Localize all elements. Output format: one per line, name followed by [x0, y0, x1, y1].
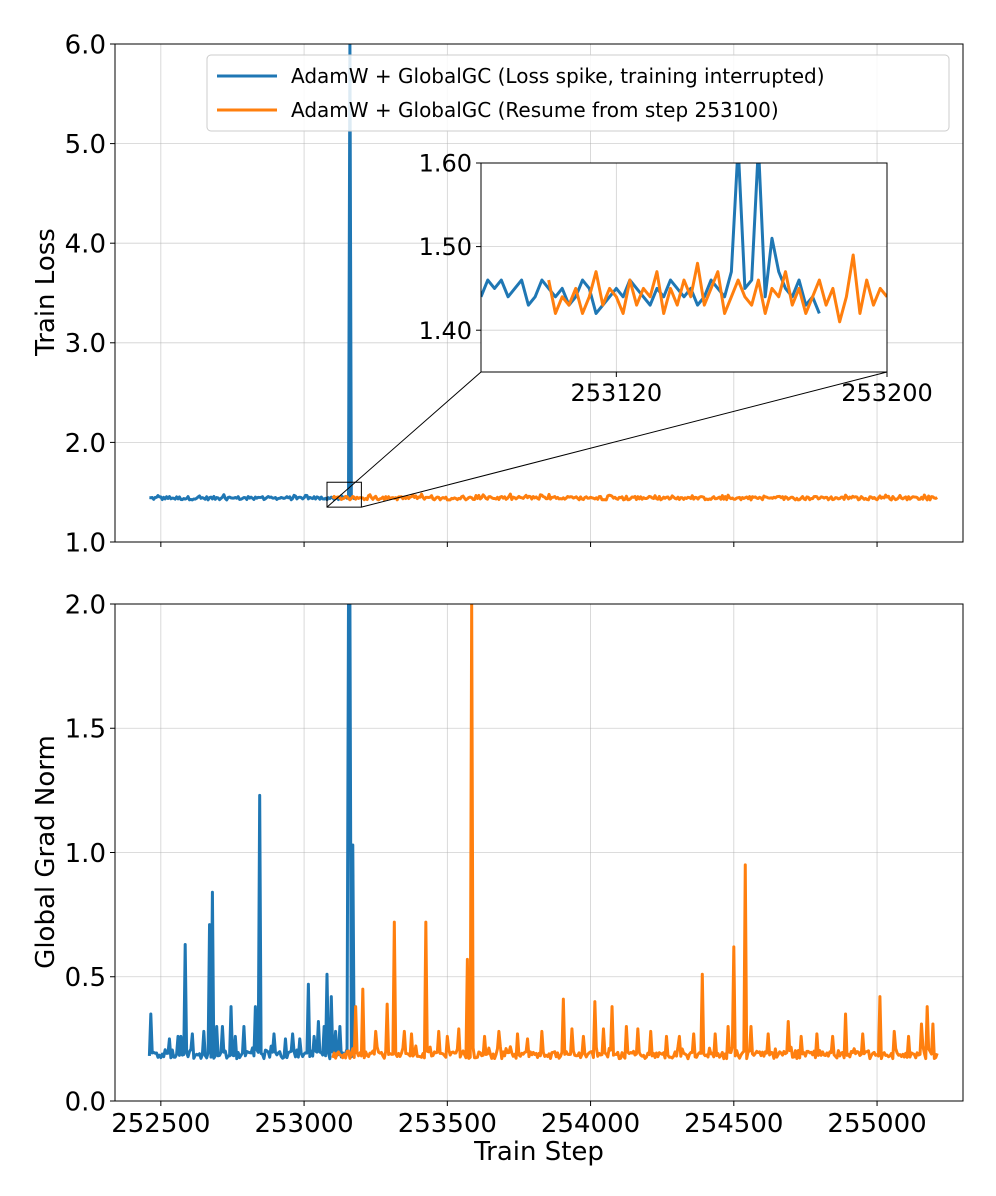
grad-x-tick-label: 252500 [111, 1109, 210, 1139]
loss-y-tick-label: 5.0 [65, 130, 106, 160]
loss-y-tick-label: 4.0 [65, 230, 106, 260]
zoom-connector-left [326, 371, 482, 508]
grad-y-tick-label: 0.5 [65, 963, 106, 993]
loss-y-axis-label: Train Loss [31, 228, 61, 357]
loss-y-tick-label: 6.0 [65, 30, 106, 60]
grad-x-tick-label: 254000 [541, 1109, 640, 1139]
x-axis-label: Train Step [473, 1137, 604, 1167]
grad-series-orange-line [331, 604, 939, 1061]
inset-series-blue-line [481, 163, 821, 315]
legend: AdamW + GlobalGC (Loss spike, training i… [206, 54, 950, 132]
inset-y-tick-label: 1.60 [419, 150, 472, 178]
grad-series-blue-line [147, 604, 357, 1061]
inset-x-tick-label: 253120 [571, 379, 663, 407]
loss-y-tick-label: 1.0 [65, 528, 106, 558]
inset-background [481, 163, 887, 372]
inset-frame [480, 162, 888, 373]
grad-y-tick-label: 0.0 [65, 1087, 106, 1117]
grad-norm-plot: 0.0 0.5 1.0 1.5 2.0 252500 253000 253500 254000 2… [65, 590, 964, 1139]
loss-frame [114, 43, 964, 543]
legend-box [206, 54, 950, 132]
grad-y-tick-label: 2.0 [65, 590, 106, 620]
inset-series-orange-line [547, 253, 887, 324]
inset-y-tick-label: 1.40 [419, 317, 472, 345]
legend-label: AdamW + GlobalGC (Loss spike, training i… [291, 64, 825, 88]
loss-inset-plot: 1.40 1.50 1.60 253120 253200 [419, 150, 933, 407]
loss-y-tick-label: 2.0 [65, 429, 106, 459]
grad-x-tick-label: 253500 [398, 1109, 497, 1139]
grad-x-tick-label: 253000 [254, 1109, 353, 1139]
loss-series-orange-line [331, 492, 939, 502]
loss-series-blue-line [149, 44, 357, 502]
grad-y-tick-label: 1.5 [65, 715, 106, 745]
inset-y-tick-label: 1.50 [419, 233, 472, 261]
grad-x-tick-label: 255000 [827, 1109, 926, 1139]
grad-norm-y-axis-label: Global Grad Norm [31, 735, 61, 969]
zoom-connector-right [361, 371, 888, 508]
legend-label: AdamW + GlobalGC (Resume from step 25310… [291, 98, 779, 122]
grad-y-tick-label: 1.0 [65, 839, 106, 869]
zoom-region-box [326, 481, 362, 508]
loss-y-tick-label: 3.0 [65, 329, 106, 359]
inset-x-tick-label: 253200 [841, 379, 933, 407]
grad-x-tick-label: 254500 [684, 1109, 783, 1139]
